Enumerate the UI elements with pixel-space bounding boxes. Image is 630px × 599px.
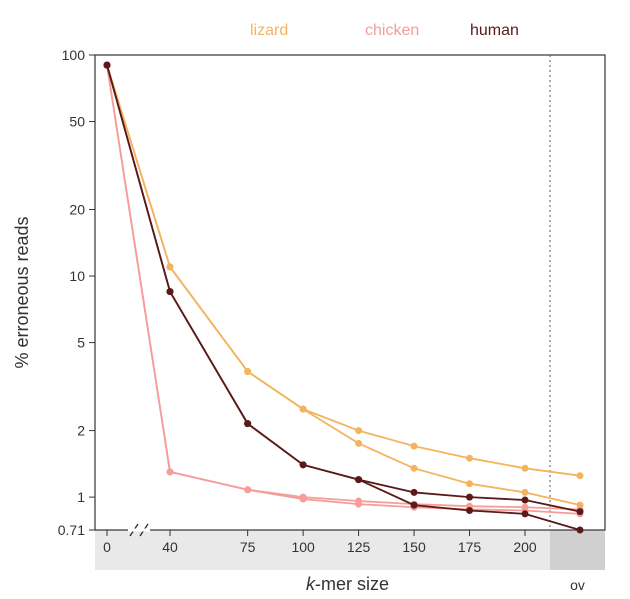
series-marker (411, 489, 418, 496)
x-tick-label: 150 (402, 539, 426, 555)
series-marker (244, 486, 251, 493)
series-marker (411, 502, 418, 509)
series-marker (466, 455, 473, 462)
series-marker (522, 465, 529, 472)
series-marker (244, 420, 251, 427)
y-tick-label: 1 (77, 489, 85, 505)
x-tick-label: 40 (162, 539, 178, 555)
series-marker (411, 465, 418, 472)
x-tick-label: 175 (458, 539, 482, 555)
x-tick-label: 100 (291, 539, 315, 555)
series-marker (300, 406, 307, 413)
series-marker (355, 427, 362, 434)
series-marker (244, 368, 251, 375)
ov-band (550, 530, 605, 570)
series-marker (355, 476, 362, 483)
series-marker (104, 62, 111, 69)
series-marker (522, 489, 529, 496)
legend-item: chicken (365, 22, 419, 39)
legend-item: human (470, 22, 519, 39)
x-tick-label: 200 (513, 539, 537, 555)
y-tick-label: 20 (69, 202, 85, 218)
series-marker (577, 527, 584, 534)
line-chart: 0.7112510205010004075100125150175200ovk-… (0, 0, 630, 599)
y-tick-label: 50 (69, 114, 85, 130)
series-marker (300, 461, 307, 468)
chart-container: 0.7112510205010004075100125150175200ovk-… (0, 0, 630, 599)
ov-label: ov (570, 577, 585, 593)
series-marker (355, 498, 362, 505)
x-axis-label: k-mer size (306, 574, 389, 594)
y-tick-label: 5 (77, 335, 85, 351)
y-tick-label: 10 (69, 268, 85, 284)
series-marker (466, 494, 473, 501)
y-tick-label: 100 (62, 47, 86, 63)
series-marker (522, 504, 529, 511)
y-tick-label: 0.71 (58, 522, 85, 538)
series-marker (577, 508, 584, 515)
y-tick-label: 2 (77, 423, 85, 439)
legend-item: lizard (250, 22, 288, 39)
series-marker (411, 443, 418, 450)
series-marker (466, 480, 473, 487)
series-marker (522, 497, 529, 504)
series-marker (577, 472, 584, 479)
series-marker (355, 440, 362, 447)
x-tick-label: 0 (103, 539, 111, 555)
series-marker (300, 494, 307, 501)
x-tick-label: 125 (347, 539, 371, 555)
series-marker (167, 288, 174, 295)
x-tick-label: 75 (240, 539, 256, 555)
series-marker (522, 510, 529, 517)
series-marker (466, 507, 473, 514)
series-marker (167, 468, 174, 475)
series-marker (167, 263, 174, 270)
y-axis-label: % erroneous reads (12, 216, 32, 368)
